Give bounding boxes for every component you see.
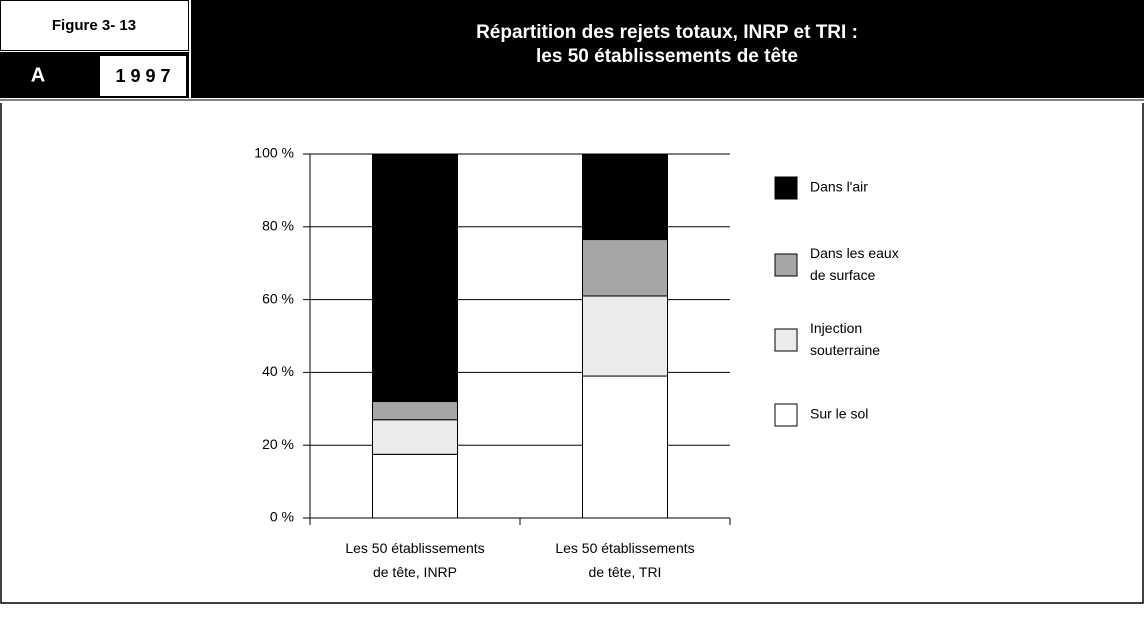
legend-swatch bbox=[774, 403, 798, 427]
legend-label: Dans l'air bbox=[810, 179, 868, 195]
letter: A bbox=[31, 64, 45, 86]
y-tick-label: 40 % bbox=[262, 363, 294, 379]
y-tick-label: 80 % bbox=[262, 218, 294, 234]
bar-segment bbox=[372, 401, 458, 421]
bar-segment bbox=[372, 453, 458, 519]
y-tick-label: 20 % bbox=[262, 436, 294, 452]
figure-box bbox=[0, 0, 189, 51]
bar-segment bbox=[582, 375, 668, 519]
legend-label: Dans les eaux de surface bbox=[810, 245, 899, 283]
figure-label: Figure 3- 13 bbox=[52, 17, 136, 34]
legend-swatch bbox=[774, 176, 798, 200]
legend-swatch bbox=[774, 328, 798, 352]
legend-label: Sur le sol bbox=[810, 406, 868, 422]
bar-segment bbox=[582, 295, 668, 377]
y-tick-label: 0 % bbox=[270, 509, 294, 525]
bar-segment bbox=[372, 153, 458, 403]
bar-segment bbox=[372, 419, 458, 455]
y-tick-label: 100 % bbox=[254, 145, 294, 161]
legend-swatch bbox=[774, 253, 798, 277]
bar-segment bbox=[582, 153, 668, 241]
chart-frame bbox=[0, 103, 1144, 604]
year-box bbox=[100, 56, 186, 96]
year: 1 9 9 7 bbox=[115, 66, 170, 86]
x-tick-label: Les 50 établissements de tête, INRP bbox=[345, 540, 484, 580]
chart-title: Répartition des rejets totaux, INRP et T… bbox=[476, 22, 858, 67]
legend-label: Injection souterraine bbox=[810, 320, 880, 358]
title-band bbox=[191, 0, 1144, 98]
x-tick-label: Les 50 établissements de tête, TRI bbox=[555, 540, 694, 580]
bar-segment bbox=[582, 239, 668, 297]
y-tick-label: 60 % bbox=[262, 290, 294, 306]
